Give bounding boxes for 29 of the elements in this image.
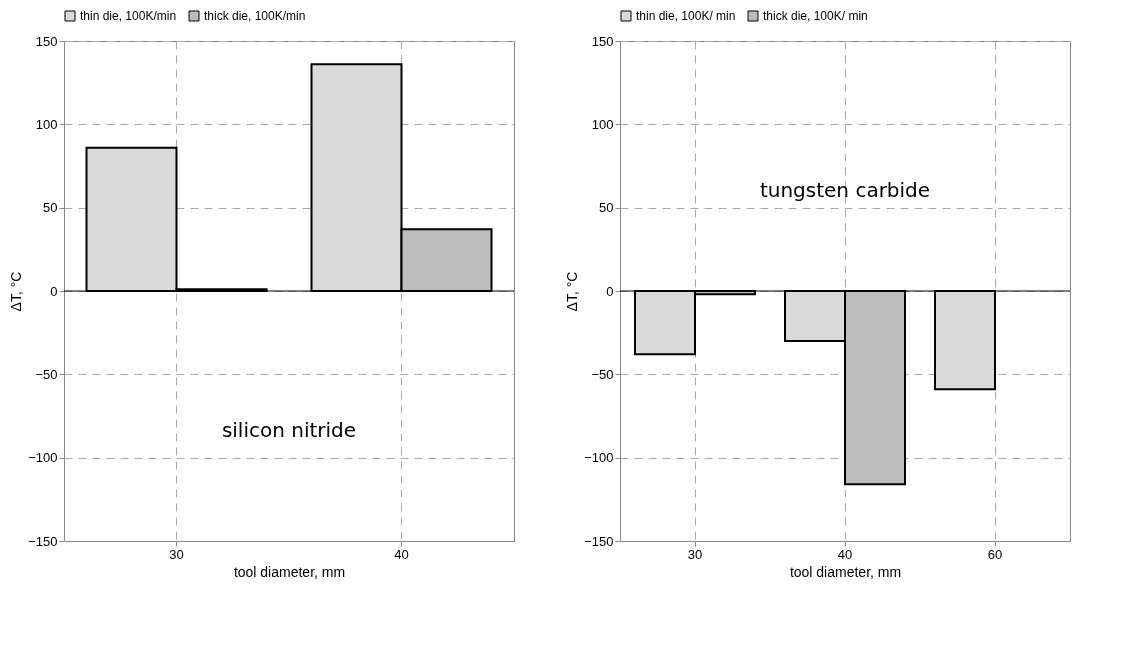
x-tick-label: 30 [169,546,184,562]
y-tick-label: −150 [28,533,58,549]
x-tick-label: 30 [687,546,703,562]
y-tick-label: −50 [35,366,58,382]
y-tick-label: −100 [28,450,58,466]
annotation: tungsten carbide [759,178,931,202]
legend-label: thin die, 100K/min [80,9,177,23]
y-tick-label: 50 [599,200,614,216]
x-axis-title: tool diameter, mm [789,563,902,580]
y-tick-label: −150 [584,533,614,549]
y-tick-label: 100 [591,116,614,132]
annotation: silicon nitride [221,418,357,442]
y-tick-label: 0 [50,283,58,299]
x-tick-label: 40 [837,546,853,562]
legend-label: thick die, 100K/ min [763,9,868,23]
y-tick-label: −50 [591,366,614,382]
legend-label: thick die, 100K/min [204,9,306,23]
y-axis-title: ΔT, °C [564,271,581,312]
legend-label: thin die, 100K/ min [636,9,736,23]
y-tick-label: 150 [35,33,58,49]
y-axis-title: ΔT, °C [8,271,25,312]
x-tick-label: 40 [394,546,409,562]
x-axis-title: tool diameter, mm [233,563,346,580]
y-tick-label: −100 [584,450,614,466]
y-tick-label: 50 [43,200,58,216]
y-tick-label: 0 [606,283,614,299]
x-tick-label: 60 [987,546,1003,562]
y-tick-label: 100 [35,116,58,132]
y-tick-label: 150 [591,33,614,49]
